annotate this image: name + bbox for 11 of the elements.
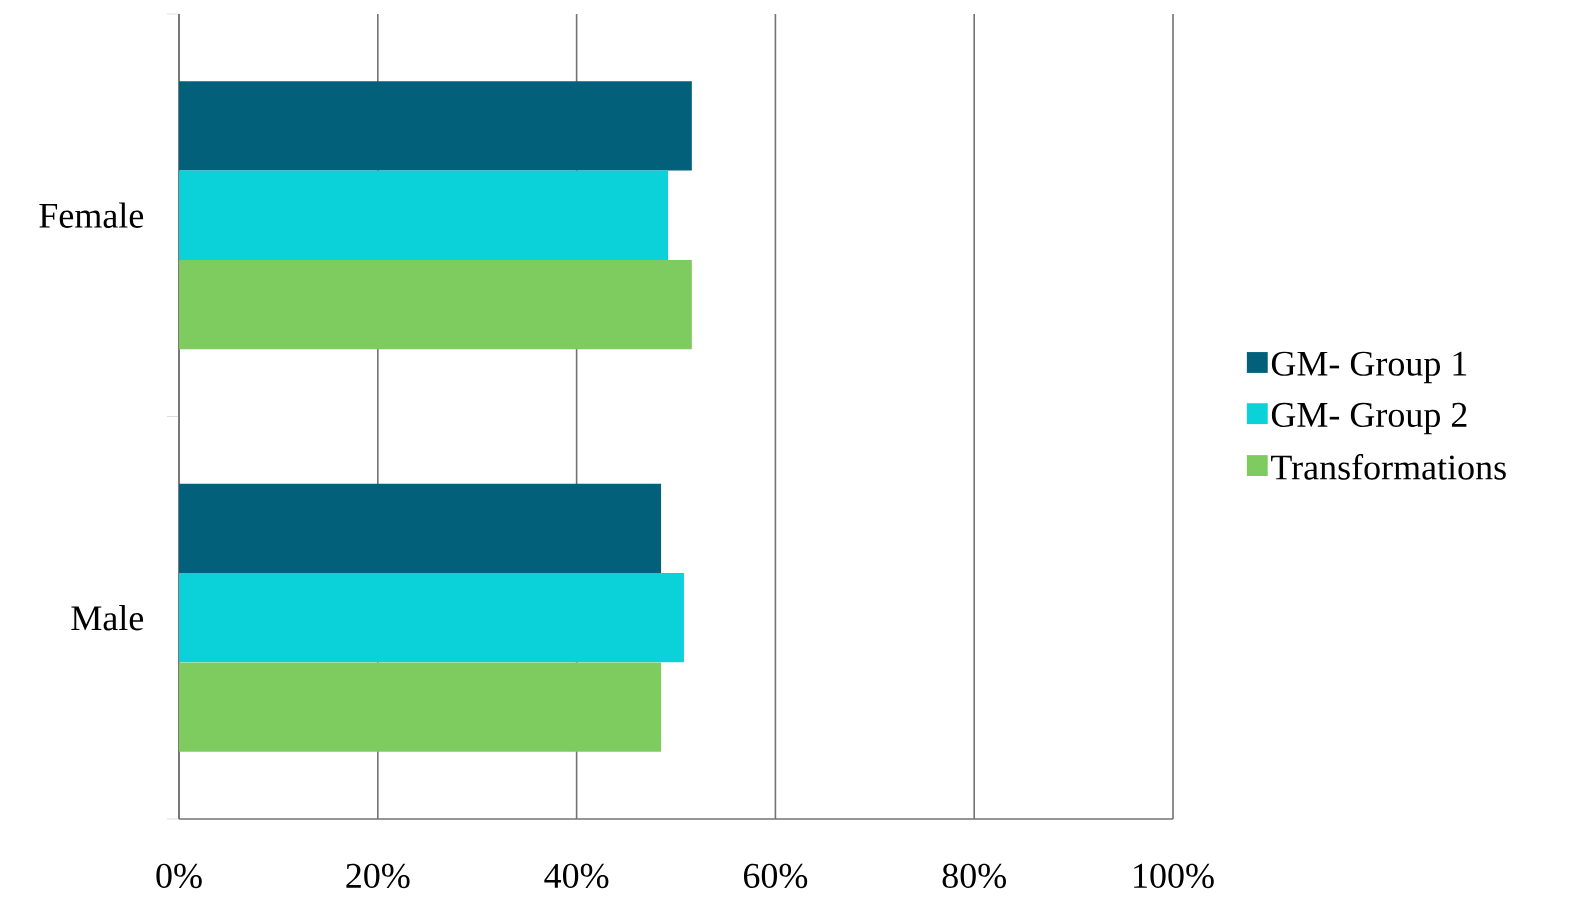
x-tick-label: 100% xyxy=(1134,863,1214,889)
legend-label: GM- Group 2 xyxy=(1271,402,1467,435)
legend-label: Transformations xyxy=(1271,454,1506,480)
x-tick-label: 60% xyxy=(743,863,808,889)
legend-label: GM- Group 1 xyxy=(1271,351,1467,384)
x-tick-label: 20% xyxy=(346,863,410,889)
y-tick-label: Female xyxy=(39,202,144,228)
x-tick-label: 40% xyxy=(544,863,609,889)
y-tick-label: Male xyxy=(71,605,144,631)
x-tick-label: 0% xyxy=(156,863,202,889)
x-tick-label: 80% xyxy=(942,863,1006,889)
